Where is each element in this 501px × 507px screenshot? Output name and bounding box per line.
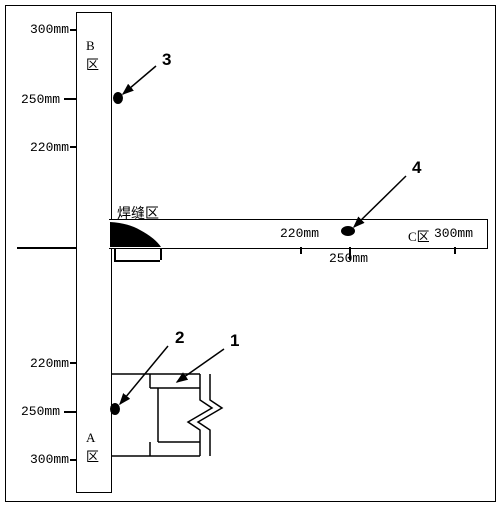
tick-b-250	[64, 411, 77, 413]
callout-1: 1	[230, 331, 239, 351]
vmark-b-250: 250mm	[21, 404, 60, 419]
dot-2	[110, 403, 120, 415]
tick-t-250	[64, 98, 77, 100]
weld-label: 焊缝区	[117, 203, 159, 223]
callout-2: 2	[175, 328, 184, 348]
baseline	[17, 247, 77, 249]
tick-b-300	[70, 459, 77, 461]
vmark-b-220: 220mm	[30, 356, 69, 371]
hatch-l	[114, 248, 116, 260]
dot-3	[113, 92, 123, 104]
diagram-stage: 焊缝区 B 区 A 区 C区 300mm 250mm 220mm 220mm 2…	[0, 0, 501, 507]
vmark-b-300: 300mm	[30, 452, 69, 467]
tick-t-300	[70, 29, 77, 31]
callout-3: 3	[162, 50, 171, 70]
zone-c-label: C区	[408, 226, 430, 245]
callout-4: 4	[412, 158, 421, 178]
vmark-t-220: 220mm	[30, 140, 69, 155]
tick-h-220	[300, 247, 302, 254]
zone-b-label: B	[86, 38, 95, 54]
tick-b-220	[70, 362, 77, 364]
tick-h-300	[454, 247, 456, 254]
hmark-300: 300mm	[434, 226, 473, 241]
dot-4	[341, 226, 355, 236]
zone-a-label: A	[86, 430, 95, 446]
hatch-r	[160, 248, 162, 260]
hatch-top	[114, 260, 160, 262]
vmark-t-300: 300mm	[30, 22, 69, 37]
zone-a-sub: 区	[86, 446, 99, 465]
vertical-column	[76, 12, 112, 493]
hmark-220: 220mm	[280, 226, 319, 241]
vmark-t-250: 250mm	[21, 92, 60, 107]
zone-b-sub: 区	[86, 54, 99, 73]
tick-h-250	[349, 247, 351, 260]
tick-t-220	[70, 146, 77, 148]
